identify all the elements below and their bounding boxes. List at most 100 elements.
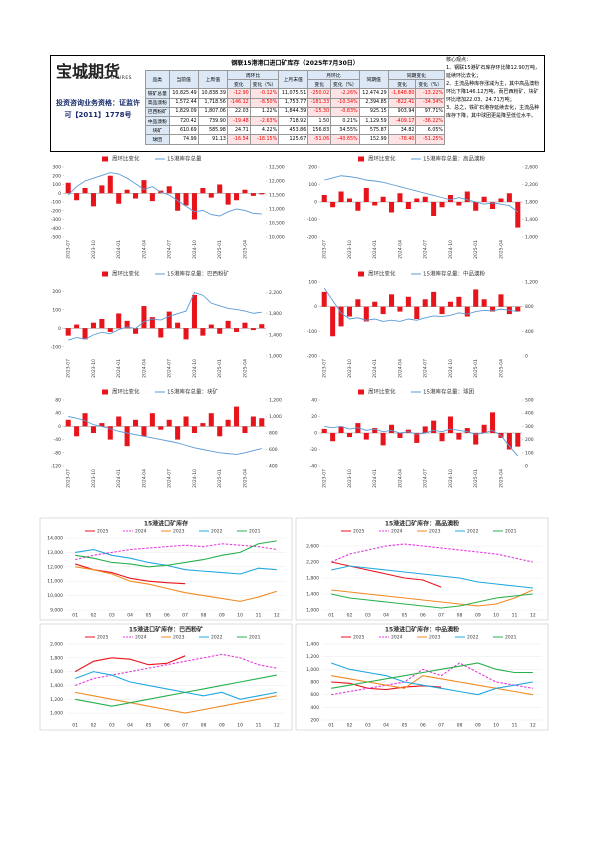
y-tick-label: -200 (51, 208, 61, 214)
y-tick-label: 1,200 (306, 654, 319, 660)
bar (158, 328, 164, 338)
title: 钢联15港港口进口矿库存（2025年7月30日） (231, 60, 359, 67)
bar (259, 193, 265, 195)
table-cell: 中品澳粉 (145, 115, 170, 127)
line (75, 543, 277, 561)
y-tick-label: 1,000 (306, 608, 319, 614)
y2-tick-label: 1,400 (525, 217, 538, 223)
x-tick-label: 2024-04 (141, 240, 147, 259)
bar (116, 193, 122, 204)
bar (414, 198, 420, 202)
bar (439, 433, 445, 442)
y2-tick-label: 1,800 (269, 311, 282, 317)
x-tick-label: 2023-07 (66, 359, 72, 378)
x-tick-label: 08 (457, 613, 463, 619)
bar (166, 419, 172, 427)
x-tick-label: 11 (512, 613, 518, 619)
bar (200, 328, 206, 336)
x-tick-label: 2025-04 (242, 359, 248, 378)
y-tick-label: 200 (308, 165, 317, 171)
bar (141, 306, 147, 329)
bar (355, 202, 361, 211)
bar (82, 328, 88, 340)
y-tick-label: -100 (51, 200, 61, 206)
x-tick-label: 2025-04 (242, 240, 248, 259)
bar (191, 426, 197, 433)
x-tick-label: 09 (219, 613, 225, 619)
legend-label: 15港库存总量：中品澳粉 (423, 270, 485, 278)
table-cell: -40.65% (330, 134, 360, 145)
y-tick-label: 200 (310, 718, 319, 724)
y-tick-label: -80 (54, 450, 61, 456)
panel-border (295, 623, 549, 731)
x-tick-label: 2025-01 (217, 469, 223, 488)
bar (107, 175, 113, 194)
bar (338, 306, 344, 327)
x-tick-label: 2024-01 (372, 240, 378, 259)
legend-label: 2021 (505, 529, 517, 535)
bar (65, 328, 71, 336)
bar (397, 193, 403, 202)
x-tick-label: 04 (383, 613, 389, 619)
x-tick-label: 2025-01 (217, 359, 223, 378)
header-box (50, 55, 545, 152)
legend-label: 2022 (467, 635, 479, 641)
x-tick-label: 03 (109, 613, 115, 619)
legend-swatch (102, 271, 108, 277)
x-tick-label: 06 (164, 613, 170, 619)
legend-swatch (358, 389, 364, 395)
bar (431, 420, 437, 433)
line (67, 172, 262, 217)
chart-title: 15港进口矿库存 (144, 520, 188, 528)
x-tick-label: 2025-01 (473, 240, 479, 259)
y-tick-label: 0 (314, 200, 317, 206)
x-tick-label: 01 (72, 723, 78, 729)
line (75, 566, 277, 602)
bar (473, 289, 479, 307)
table-row: 中品澳粉 720.42 739.90 -19.48 -2.63% 718.92 1.50 0.… (145, 115, 445, 127)
x-tick-label: 12 (530, 723, 536, 729)
bar (124, 426, 130, 447)
y-tick-label: 400 (310, 705, 319, 711)
bar (183, 416, 189, 427)
x-tick-label: 2023-07 (322, 240, 328, 259)
table-cell: -15.30 (307, 106, 332, 117)
y2-tick-label: 10,000 (269, 235, 285, 241)
legend-label: 2023 (429, 635, 441, 641)
bar (107, 328, 113, 332)
table-cell: -409.17 (387, 115, 417, 127)
x-tick-label: 04 (127, 723, 133, 729)
bar (133, 419, 139, 427)
x-tick-label: 03 (365, 723, 371, 729)
legend-label: 周环比变化 (368, 388, 396, 396)
y2-tick-label: 12,500 (269, 165, 285, 171)
bar (405, 296, 411, 307)
x-tick-label: 11 (256, 723, 262, 729)
line (75, 548, 277, 575)
bar (506, 433, 512, 450)
y2-tick-label: 800 (525, 304, 534, 310)
y-tick-label: 300 (52, 165, 61, 171)
x-tick-label: 2025-04 (498, 469, 504, 488)
x-tick-label: 2023-10 (91, 359, 97, 378)
table-cell: -51.06 (307, 134, 332, 145)
legend-label: 2024 (135, 529, 147, 535)
bar (133, 193, 139, 199)
bar (498, 294, 504, 307)
bar (217, 426, 223, 437)
x-tick-label: 2024-10 (448, 359, 454, 378)
bar (389, 424, 395, 433)
x-tick-label: 2024-07 (423, 359, 429, 378)
line (324, 175, 519, 213)
y2-tick-label: 200 (525, 437, 534, 443)
y-tick-label: 100 (308, 280, 317, 286)
bar (481, 299, 487, 307)
y-tick-label: 100 (52, 307, 61, 313)
y-tick-label: -200 (307, 354, 317, 360)
bar (82, 413, 88, 427)
y-tick-label: -100 (307, 329, 317, 335)
x-tick-label: 06 (420, 723, 426, 729)
y-tick-label: 13,000 (47, 550, 63, 556)
bar (431, 202, 437, 216)
